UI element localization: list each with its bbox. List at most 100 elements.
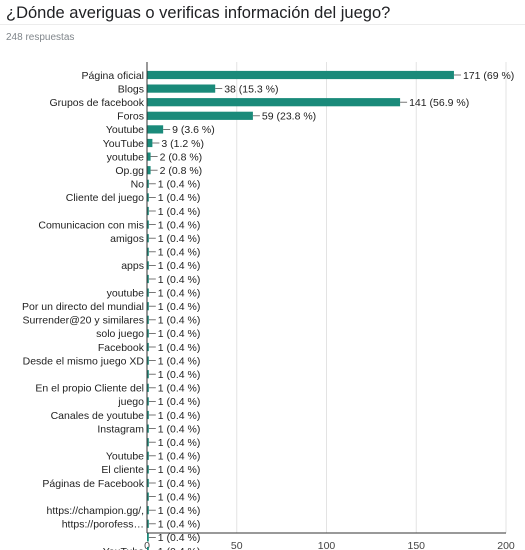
- bar: [147, 465, 149, 474]
- category-label: Surrender@20 y similares: [22, 315, 144, 327]
- category-label: Foros: [117, 111, 144, 123]
- category-label: No: [131, 179, 145, 191]
- x-tick-label: 200: [497, 540, 515, 550]
- value-label: 1 (0.4 %): [158, 206, 201, 218]
- bar: [147, 206, 149, 216]
- bar: [147, 492, 149, 501]
- bar: [147, 193, 149, 202]
- category-label: Instagram: [97, 423, 144, 435]
- category-label: Facebook: [98, 342, 145, 354]
- category-label: Op.gg: [115, 165, 144, 177]
- bar: [147, 179, 149, 188]
- value-label: 9 (3.6 %): [172, 124, 215, 136]
- value-label: 1 (0.4 %): [158, 383, 201, 395]
- bar: [147, 234, 149, 243]
- bar: [147, 329, 149, 338]
- category-label: Desde el mismo juego XD: [23, 355, 145, 367]
- category-label: Youtube: [106, 451, 144, 463]
- value-label: 171 (69 %): [463, 70, 514, 82]
- bar: [147, 451, 149, 460]
- value-label: 1 (0.4 %): [158, 451, 201, 463]
- category-label: youtube: [107, 287, 145, 299]
- value-label: 2 (0.8 %): [160, 151, 203, 163]
- bar: [147, 506, 149, 515]
- bar: [147, 546, 149, 550]
- value-label: 1 (0.4 %): [158, 301, 201, 313]
- bar: [147, 478, 149, 488]
- category-label: En el propio Cliente del: [35, 383, 144, 395]
- bar: [147, 125, 164, 134]
- value-label: 1 (0.4 %): [158, 274, 201, 286]
- x-tick-label: 100: [318, 540, 336, 550]
- bar: [147, 302, 149, 311]
- category-label: youtube: [107, 151, 145, 163]
- header-divider: [0, 24, 525, 25]
- value-label: 1 (0.4 %): [158, 437, 201, 449]
- value-label: 1 (0.4 %): [158, 464, 201, 476]
- category-label: amigos: [110, 233, 144, 245]
- value-label: 1 (0.4 %): [158, 369, 201, 381]
- value-label: 1 (0.4 %): [158, 491, 201, 503]
- category-label: Grupos de facebook: [49, 97, 144, 109]
- bar: [147, 247, 149, 256]
- bar: [147, 410, 149, 420]
- category-label: https://porofess…: [62, 519, 144, 531]
- category-label: apps: [121, 260, 144, 272]
- value-label: 59 (23.8 %): [262, 111, 316, 123]
- bar: [147, 356, 149, 365]
- value-label: 2 (0.8 %): [160, 165, 203, 177]
- category-label: Comunicacion con mis: [38, 219, 144, 231]
- value-label: 1 (0.4 %): [158, 396, 201, 408]
- bar: [147, 533, 149, 542]
- value-label: 1 (0.4 %): [158, 410, 201, 422]
- category-label: https://champion.gg/,: [47, 505, 144, 517]
- category-label: Página oficial: [82, 70, 144, 82]
- value-label: 1 (0.4 %): [158, 192, 201, 204]
- bar: [147, 84, 216, 93]
- value-label: 1 (0.4 %): [158, 478, 201, 490]
- category-label: Páginas de Facebook: [42, 478, 144, 490]
- bar: [147, 315, 149, 324]
- bar: [147, 138, 153, 148]
- value-label: 1 (0.4 %): [158, 342, 201, 354]
- value-label: 3 (1.2 %): [161, 138, 204, 150]
- bar: [147, 152, 151, 161]
- bar: [147, 274, 149, 284]
- x-tick-label: 150: [407, 540, 425, 550]
- category-label: Por un directo del mundial: [22, 301, 144, 313]
- value-label: 1 (0.4 %): [158, 287, 201, 299]
- bar: [147, 397, 149, 406]
- response-count: 248 respuestas: [6, 32, 75, 43]
- category-label: solo juego: [96, 328, 144, 340]
- bar: [147, 438, 149, 447]
- category-label: Cliente del juego: [66, 192, 144, 204]
- bar: [147, 166, 151, 175]
- value-label: 1 (0.4 %): [158, 179, 201, 191]
- bar: [147, 519, 149, 528]
- bar: [147, 342, 149, 352]
- value-label: 1 (0.4 %): [158, 328, 201, 340]
- value-label: 1 (0.4 %): [158, 505, 201, 517]
- value-label: 1 (0.4 %): [158, 423, 201, 435]
- value-label: 1 (0.4 %): [158, 247, 201, 259]
- bar: [147, 288, 149, 297]
- value-label: 1 (0.4 %): [158, 315, 201, 327]
- bar: [147, 261, 149, 270]
- question-title: ¿Dónde averiguas o verificas información…: [6, 4, 391, 22]
- value-label: 1 (0.4 %): [158, 532, 201, 544]
- value-label: 1 (0.4 %): [158, 519, 201, 531]
- bar: [147, 70, 454, 80]
- bar: [147, 383, 149, 392]
- value-label: 38 (15.3 %): [224, 83, 278, 95]
- bar: [147, 370, 149, 379]
- category-label: YouTube: [103, 138, 144, 150]
- x-tick-label: 0: [144, 540, 150, 550]
- category-label: Youtube: [106, 124, 144, 136]
- x-tick-label: 50: [231, 540, 243, 550]
- bar: [147, 98, 401, 107]
- value-label: 1 (0.4 %): [158, 355, 201, 367]
- category-label: YouTube: [103, 546, 144, 550]
- category-label: Canales de youtube: [51, 410, 145, 422]
- category-label: Blogs: [118, 83, 144, 95]
